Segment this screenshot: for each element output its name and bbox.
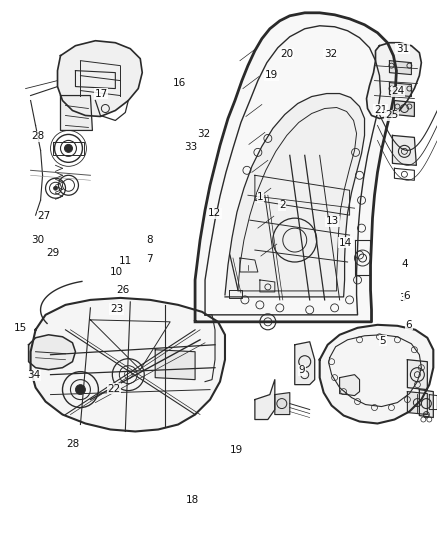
Text: 15: 15 [14, 322, 27, 333]
Polygon shape [295, 342, 314, 385]
Text: 22: 22 [108, 384, 121, 394]
Polygon shape [320, 325, 433, 424]
Text: 4: 4 [401, 259, 408, 269]
Text: 6: 6 [406, 320, 412, 330]
Text: 28: 28 [31, 131, 44, 141]
Text: 10: 10 [110, 267, 123, 277]
Text: 32: 32 [197, 128, 210, 139]
Text: 24: 24 [392, 86, 405, 96]
Circle shape [75, 385, 85, 394]
Text: 33: 33 [184, 142, 197, 152]
Text: 7: 7 [146, 254, 152, 263]
Text: 17: 17 [95, 89, 108, 99]
Text: 16: 16 [173, 78, 186, 88]
Text: 8: 8 [146, 235, 152, 245]
Circle shape [64, 144, 72, 152]
Text: 32: 32 [324, 49, 337, 59]
Polygon shape [392, 135, 417, 165]
Text: 18: 18 [186, 495, 199, 505]
Text: 11: 11 [119, 256, 132, 266]
Polygon shape [255, 379, 275, 419]
Polygon shape [155, 350, 195, 379]
Text: 2: 2 [279, 200, 286, 211]
Polygon shape [195, 13, 396, 322]
Text: 25: 25 [385, 110, 398, 120]
Text: 34: 34 [27, 370, 40, 381]
Text: 31: 31 [396, 44, 409, 54]
Text: 28: 28 [66, 440, 79, 449]
Text: 19: 19 [230, 445, 243, 455]
Text: 14: 14 [339, 238, 352, 248]
Text: 19: 19 [265, 70, 278, 80]
Polygon shape [57, 41, 142, 117]
Polygon shape [395, 101, 414, 117]
Text: 6: 6 [403, 290, 410, 301]
Text: 26: 26 [117, 285, 130, 295]
Text: 13: 13 [326, 216, 339, 227]
Polygon shape [275, 393, 290, 415]
Text: 27: 27 [38, 211, 51, 221]
Text: 12: 12 [208, 208, 221, 219]
Polygon shape [389, 61, 411, 75]
Text: 5: 5 [379, 336, 386, 346]
Polygon shape [225, 94, 364, 297]
Polygon shape [60, 95, 92, 131]
Polygon shape [367, 43, 421, 118]
Text: 29: 29 [46, 248, 60, 258]
Text: 3: 3 [399, 293, 406, 303]
Text: 21: 21 [374, 105, 387, 115]
Text: 30: 30 [31, 235, 44, 245]
Polygon shape [419, 390, 433, 417]
Polygon shape [339, 375, 360, 395]
Text: 9: 9 [299, 365, 305, 375]
Circle shape [53, 186, 57, 190]
Polygon shape [389, 83, 411, 96]
Polygon shape [28, 335, 75, 370]
Polygon shape [31, 298, 225, 432]
Text: 20: 20 [280, 49, 293, 59]
Polygon shape [407, 360, 427, 390]
Polygon shape [407, 392, 427, 415]
Text: 23: 23 [110, 304, 123, 314]
Text: 1: 1 [257, 192, 264, 203]
